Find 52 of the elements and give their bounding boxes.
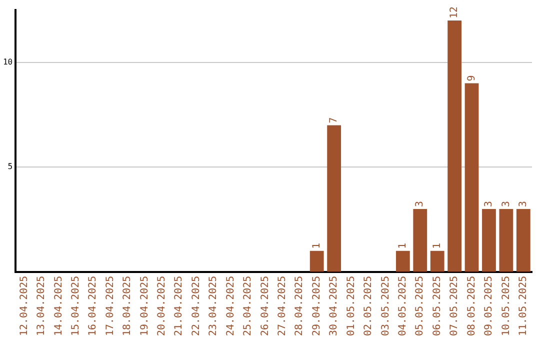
data-label: 1 [311, 242, 322, 249]
y-tick-label: 5 [8, 162, 13, 172]
data-label: 3 [500, 200, 512, 207]
x-tick-label: 26.04.2025 [260, 276, 271, 336]
x-tick-label: 24.04.2025 [225, 276, 236, 336]
data-label: 1 [432, 242, 443, 249]
bar [499, 208, 514, 272]
x-tick-label: 30.04.2025 [328, 276, 340, 336]
y-tick-label: 10 [2, 57, 13, 66]
x-tick-label: 11.05.2025 [518, 276, 529, 336]
data-label: 1 [398, 242, 408, 249]
x-tick-label: 13.04.2025 [36, 276, 48, 336]
x-tick-label: 25.04.2025 [242, 276, 254, 336]
x-tick-label: 16.04.2025 [88, 276, 99, 336]
x-tick-label: 05.05.2025 [414, 276, 426, 336]
bar [413, 208, 428, 272]
x-tick-label: 20.04.2025 [156, 276, 168, 336]
data-label: 3 [484, 200, 495, 207]
x-tick-label: 14.04.2025 [53, 276, 64, 336]
x-tick-label: 08.05.2025 [466, 276, 478, 336]
x-tick-label: 23.04.2025 [208, 276, 220, 336]
x-tick-label: 07.05.2025 [449, 276, 460, 336]
bar [516, 208, 530, 272]
x-tick-label: 12.04.2025 [18, 276, 30, 336]
x-tick-label: 01.05.2025 [346, 276, 357, 336]
x-tick-label: 10.05.2025 [500, 276, 512, 336]
data-label: 12 [449, 6, 460, 18]
bar [430, 250, 444, 272]
x-tick-label: 22.04.2025 [190, 276, 202, 336]
bar [327, 125, 342, 272]
x-tick-label: 02.05.2025 [363, 276, 374, 336]
x-tick-label: 28.04.2025 [294, 276, 306, 336]
x-tick-label: 15.04.2025 [70, 276, 82, 336]
data-label: 3 [518, 200, 529, 207]
bar [464, 83, 479, 272]
data-label: 3 [414, 200, 426, 207]
bar [482, 208, 496, 272]
x-tick-label: 04.05.2025 [398, 276, 408, 336]
x-tick-label: 21.04.2025 [174, 276, 185, 336]
x-tick-label: 06.05.2025 [432, 276, 443, 336]
x-tick-label: 17.04.2025 [104, 276, 116, 336]
x-tick-label: 27.04.2025 [277, 276, 288, 336]
data-label: 9 [466, 75, 478, 82]
x-tick-label: 03.05.2025 [380, 276, 392, 336]
x-tick-label: 19.04.2025 [139, 276, 150, 336]
bar [310, 250, 324, 272]
x-tick-label: 09.05.2025 [484, 276, 495, 336]
bar [396, 250, 410, 272]
x-tick-label: 18.04.2025 [122, 276, 134, 336]
x-tick-label: 29.04.2025 [311, 276, 322, 336]
data-label: 7 [328, 117, 340, 124]
bar [448, 20, 462, 272]
